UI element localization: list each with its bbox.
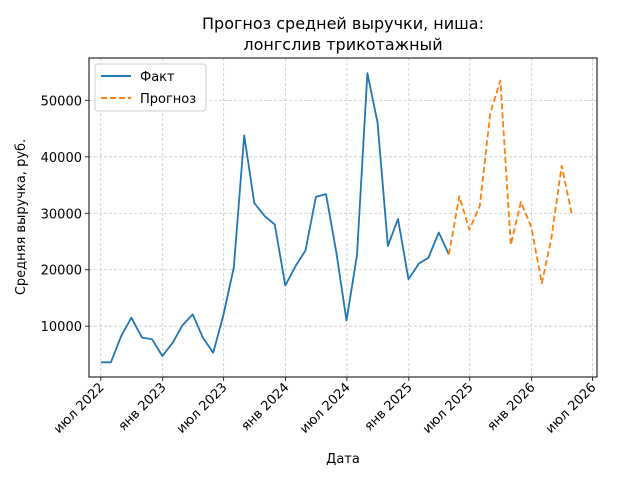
legend-forecast-label: Прогноз — [140, 92, 196, 107]
y-tick-label: 40000 — [41, 151, 82, 166]
x-tick-label: янв 2026 — [485, 380, 539, 434]
chart-title-line-2: лонгслив трикотажный — [243, 35, 442, 54]
x-tick-label: июл 2024 — [297, 380, 354, 437]
x-tick-label: июл 2025 — [420, 380, 477, 437]
legend-fact-label: Факт — [140, 70, 175, 85]
x-tick-label: янв 2023 — [116, 380, 170, 434]
fact-series-line — [100, 72, 450, 364]
x-tick-label: июл 2026 — [543, 380, 600, 437]
series-layer — [100, 72, 573, 364]
x-tick-label: янв 2024 — [239, 380, 293, 434]
y-axis-label: Средняя выручка, руб. — [14, 139, 29, 295]
x-tick-label: июл 2023 — [174, 380, 231, 437]
x-tick-label: янв 2025 — [362, 380, 416, 434]
y-tick-label: 30000 — [41, 207, 82, 222]
forecast-series-line — [448, 79, 573, 285]
grid-lines — [89, 58, 597, 377]
y-tick-label: 50000 — [41, 94, 82, 109]
y-tick-label: 10000 — [41, 320, 82, 335]
x-axis-label: Дата — [326, 452, 360, 467]
legend: Факт Прогноз — [94, 63, 207, 112]
tick-layer: июл 2022 янв 2023 июл 2023 янв 2024 июл 2024… — [41, 94, 600, 436]
x-tick-label: июл 2022 — [51, 380, 108, 437]
chart-title-line-1: Прогноз средней выручки, ниша: — [202, 14, 484, 33]
y-tick-label: 20000 — [41, 264, 82, 279]
plot-area-frame — [88, 57, 598, 378]
